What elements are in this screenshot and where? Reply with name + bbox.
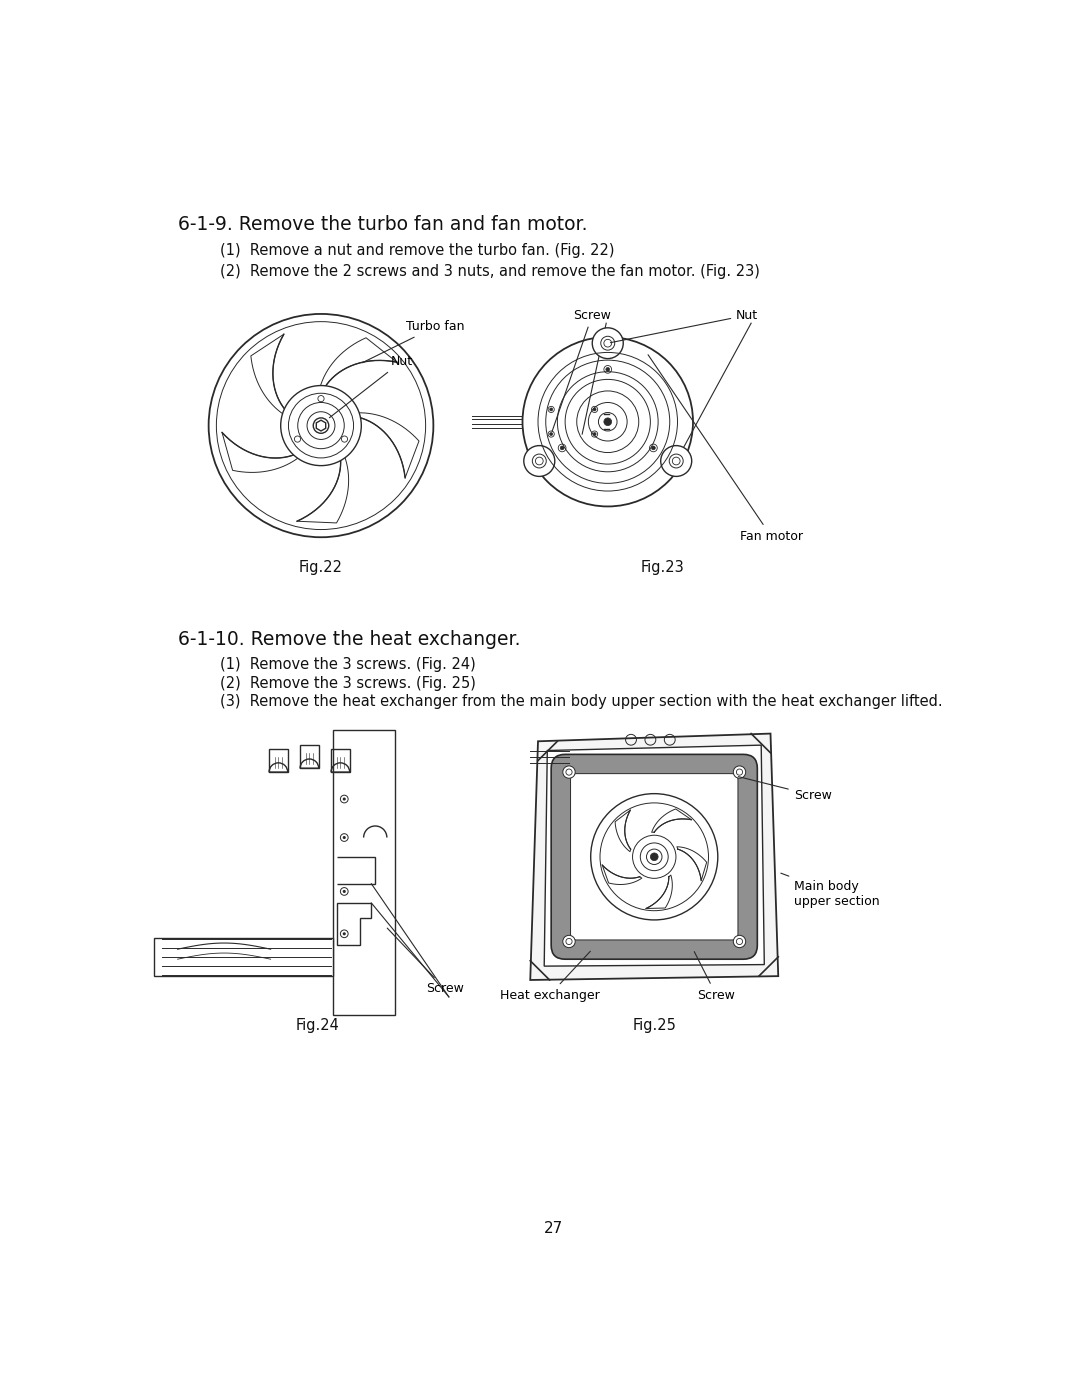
Text: Turbo fan: Turbo fan <box>362 320 464 363</box>
Text: Fig.25: Fig.25 <box>632 1018 676 1034</box>
Text: (2)  Remove the 3 screws. (Fig. 25): (2) Remove the 3 screws. (Fig. 25) <box>220 676 476 692</box>
Circle shape <box>342 798 346 800</box>
Text: Screw: Screw <box>388 928 464 996</box>
Text: Fig.24: Fig.24 <box>295 1018 339 1034</box>
Text: (1)  Remove the 3 screws. (Fig. 24): (1) Remove the 3 screws. (Fig. 24) <box>220 658 476 672</box>
Circle shape <box>593 433 596 436</box>
Text: Main body
upper section: Main body upper section <box>781 873 879 908</box>
Circle shape <box>733 766 745 778</box>
Text: (2)  Remove the 2 screws and 3 nuts, and remove the fan motor. (Fig. 23): (2) Remove the 2 screws and 3 nuts, and … <box>220 264 760 279</box>
FancyBboxPatch shape <box>551 754 757 960</box>
Circle shape <box>606 367 610 372</box>
Circle shape <box>650 854 658 861</box>
Polygon shape <box>333 729 394 1014</box>
Text: Nut: Nut <box>610 309 758 342</box>
Circle shape <box>561 446 564 450</box>
Text: Screw: Screw <box>739 777 832 802</box>
Circle shape <box>524 446 555 476</box>
Circle shape <box>342 835 346 840</box>
Circle shape <box>550 433 553 436</box>
Text: Fig.22: Fig.22 <box>299 560 343 576</box>
Polygon shape <box>544 745 765 967</box>
Text: Screw: Screw <box>694 951 735 1002</box>
Circle shape <box>733 936 745 947</box>
Text: 27: 27 <box>544 1221 563 1236</box>
Text: 6-1-9. Remove the turbo fan and fan motor.: 6-1-9. Remove the turbo fan and fan moto… <box>177 215 588 235</box>
Text: Nut: Nut <box>329 355 413 418</box>
Circle shape <box>604 418 611 426</box>
Circle shape <box>651 446 656 450</box>
Circle shape <box>563 936 576 947</box>
Circle shape <box>661 446 691 476</box>
Circle shape <box>563 766 576 778</box>
Circle shape <box>342 932 346 936</box>
Circle shape <box>592 328 623 359</box>
Text: Heat exchanger: Heat exchanger <box>500 951 599 1002</box>
Text: Screw: Screw <box>552 309 611 432</box>
Circle shape <box>550 408 553 411</box>
Text: (1)  Remove a nut and remove the turbo fan. (Fig. 22): (1) Remove a nut and remove the turbo fa… <box>220 243 615 258</box>
Circle shape <box>593 408 596 411</box>
Polygon shape <box>154 937 333 977</box>
Circle shape <box>281 386 362 465</box>
Text: 6-1-10. Remove the heat exchanger.: 6-1-10. Remove the heat exchanger. <box>177 630 521 648</box>
Text: Fig.23: Fig.23 <box>640 560 684 576</box>
FancyBboxPatch shape <box>570 774 738 940</box>
Text: Fan motor: Fan motor <box>648 355 802 542</box>
Circle shape <box>523 337 693 507</box>
Polygon shape <box>530 733 779 979</box>
Circle shape <box>342 890 346 893</box>
Text: (3)  Remove the heat exchanger from the main body upper section with the heat ex: (3) Remove the heat exchanger from the m… <box>220 694 943 710</box>
